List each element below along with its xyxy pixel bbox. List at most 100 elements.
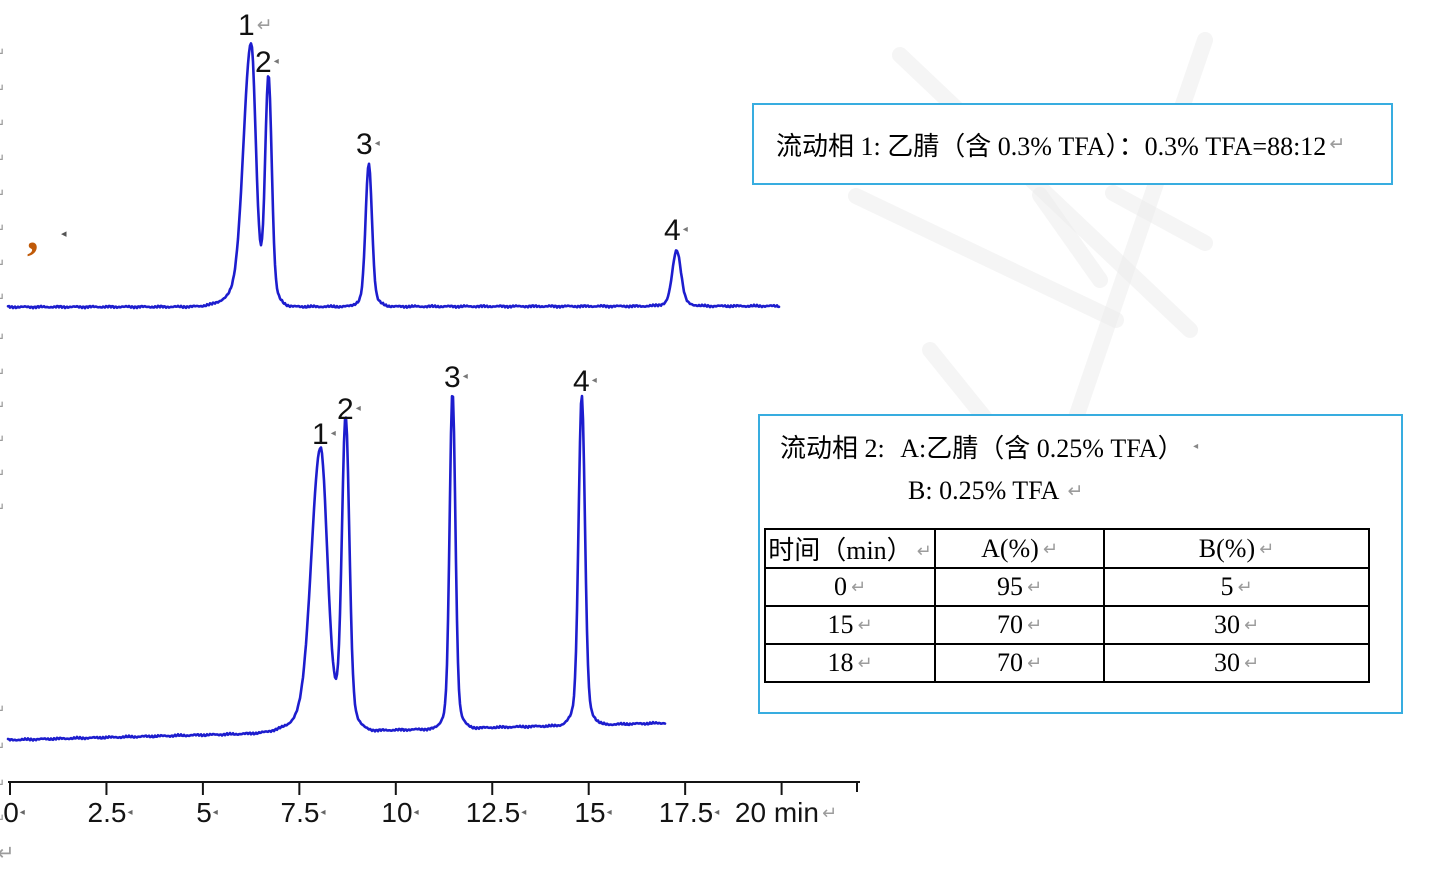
x-tick-label-15: 15◂	[574, 799, 611, 827]
cell-end-icon: ↵	[1026, 577, 1043, 598]
tick-text: 10	[381, 797, 413, 828]
tick-text: 20 min	[734, 797, 819, 828]
margin-return-mark-icon: ↵	[0, 291, 6, 306]
header-time-cell[interactable]: 时间（min） ↵	[764, 528, 936, 569]
small-mark-icon: ◂	[606, 807, 612, 818]
margin-return-mark-icon: ↵	[0, 501, 6, 516]
margin-return-mark-icon: ↵	[0, 222, 6, 237]
header-b-cell[interactable]: B(%) ↵	[1103, 528, 1370, 569]
small-mark-icon: ◂	[591, 375, 597, 386]
cell-end-icon: ↵	[1042, 538, 1058, 560]
x-tick-label-10: 10◂	[381, 799, 418, 827]
peak-label-4: 4 ◂	[573, 366, 597, 397]
a-cell[interactable]: 70 ↵	[934, 605, 1105, 645]
margin-return-mark-icon: ↵	[0, 152, 6, 167]
table-header-row: 时间（min） ↵ A(%) ↵ B(%) ↵	[764, 528, 1370, 569]
mobile-phase-1-textbox[interactable]: 流动相 1: 乙腈（含 0.3% TFA）：0.3% TFA=88:12 ↵	[752, 103, 1393, 185]
margin-return-mark-icon: ↵	[0, 82, 6, 97]
margin-return-mark-icon: ↵	[0, 46, 6, 61]
margin-return-mark-icon: ↵	[0, 777, 6, 792]
cell-end-icon: ↵	[850, 577, 867, 598]
x-tick-label-2.5: 2.5◂	[88, 799, 133, 827]
small-mark-icon: ◂	[127, 807, 133, 818]
margin-return-mark-icon: ↵	[0, 740, 6, 755]
small-mark-icon: ◂	[374, 138, 380, 149]
peak-number: 1	[312, 418, 329, 451]
tick-text: 0	[3, 797, 19, 828]
peak-label-4: 4 ◂	[664, 215, 688, 246]
watermark-stroke	[1032, 187, 1108, 288]
peak-number: 4	[664, 214, 681, 247]
peak-number: 3	[444, 361, 461, 394]
cell-end-icon: ↵	[1237, 577, 1253, 598]
watermark-stroke	[1105, 185, 1213, 251]
small-anchor-mark-icon: ◂	[61, 227, 67, 240]
tick-text: 7.5	[280, 797, 320, 828]
tick-text: 2.5	[87, 797, 127, 828]
peak-label-3: 3 ◂	[444, 362, 468, 393]
a-cell[interactable]: 70 ↵	[934, 643, 1105, 683]
b-cell[interactable]: 30 ↵	[1103, 605, 1370, 645]
peak-label-2: 2 ◂	[255, 47, 279, 78]
paragraph-return-icon: ↵	[1067, 480, 1084, 502]
margin-return-mark-icon: ↵	[0, 703, 6, 718]
line-break-icon: ◂	[1193, 441, 1199, 452]
table-row: 0 ↵ 95 ↵ 5 ↵	[764, 567, 1370, 607]
chromatogram-trace-2	[6, 394, 667, 742]
peak-label-3: 3 ◂	[356, 129, 380, 160]
small-mark-icon: ◂	[19, 807, 25, 818]
x-tick-label-17.5: 17.5◂	[659, 799, 720, 827]
margin-return-mark-icon: ↵	[0, 841, 15, 865]
time-cell[interactable]: 18 ↵	[764, 643, 936, 683]
cell-end-icon: ↵	[1026, 615, 1043, 636]
margin-return-mark-icon: ↵	[0, 331, 6, 346]
time-cell[interactable]: 0 ↵	[764, 567, 936, 607]
cell-end-icon: ↵	[1243, 615, 1260, 636]
table-row: 18 ↵ 70 ↵ 30 ↵	[764, 643, 1370, 683]
small-mark-icon: ◂	[714, 807, 720, 818]
x-tick-label-7.5: 7.5◂	[281, 799, 326, 827]
margin-return-mark-icon: ↵	[0, 399, 6, 414]
peak-number: 1	[238, 9, 255, 42]
return-mark-icon: ↵	[256, 14, 273, 36]
b-cell[interactable]: 5 ↵	[1103, 567, 1370, 607]
cell-end-icon: ↵	[916, 541, 932, 562]
margin-return-mark-icon: ↵	[0, 433, 6, 448]
mobile-phase-2-a-text: A:乙腈（含 0.25% TFA）	[900, 434, 1184, 463]
x-tick-label-5: 5◂	[196, 799, 218, 827]
cell-end-icon: ↵	[1026, 653, 1043, 674]
stray-comma-text: ,	[27, 208, 39, 259]
gradient-program-table[interactable]: 时间（min） ↵ A(%) ↵ B(%) ↵ 0 ↵ 95 ↵ 5 ↵ 15 ↵ 70 ↵ 3…	[764, 528, 1370, 683]
mobile-phase-2-b-text: B: 0.25% TFA	[908, 476, 1059, 505]
x-tick-label-12.5: 12.5◂	[466, 799, 527, 827]
margin-return-mark-icon: ↵	[0, 187, 6, 202]
small-mark-icon: ◂	[682, 224, 688, 235]
mobile-phase-2-textbox[interactable]: 流动相 2: A:乙腈（含 0.25% TFA） ◂ B: 0.25% TFA …	[758, 414, 1403, 714]
cell-end-icon: ↵	[857, 653, 873, 674]
peak-label-1: 1 ↵	[238, 10, 273, 41]
mobile-phase-2-line2: B: 0.25% TFA ↵	[908, 476, 1083, 506]
b-cell[interactable]: 30 ↵	[1103, 643, 1370, 683]
mobile-phase-2-line1: 流动相 2: A:乙腈（含 0.25% TFA） ◂	[780, 428, 1198, 465]
tick-text: 17.5	[658, 797, 714, 828]
peak-number: 2	[255, 46, 272, 79]
small-mark-icon: ◂	[413, 807, 419, 818]
mobile-phase-2-label: 流动相 2:	[780, 434, 885, 463]
time-cell[interactable]: 15 ↵	[764, 605, 936, 645]
peak-number: 4	[573, 365, 590, 398]
peak-number: 2	[337, 393, 354, 426]
peak-number: 3	[356, 128, 373, 161]
mobile-phase-1-text: 流动相 1: 乙腈（含 0.3% TFA）：0.3% TFA=88:12	[776, 131, 1327, 161]
margin-return-mark-icon: ↵	[0, 117, 6, 132]
watermark-stroke	[848, 188, 1124, 328]
small-mark-icon: ◂	[273, 56, 279, 67]
header-a-cell[interactable]: A(%) ↵	[934, 528, 1105, 569]
small-mark-icon: ◂	[330, 428, 336, 439]
tick-text: 15	[574, 797, 606, 828]
x-tick-label-20: 20 min ↵	[735, 799, 837, 828]
margin-return-mark-icon: ↵	[0, 366, 6, 381]
a-cell[interactable]: 95 ↵	[934, 567, 1105, 607]
margin-return-mark-icon: ↵	[0, 812, 6, 827]
small-mark-icon: ◂	[521, 807, 527, 818]
